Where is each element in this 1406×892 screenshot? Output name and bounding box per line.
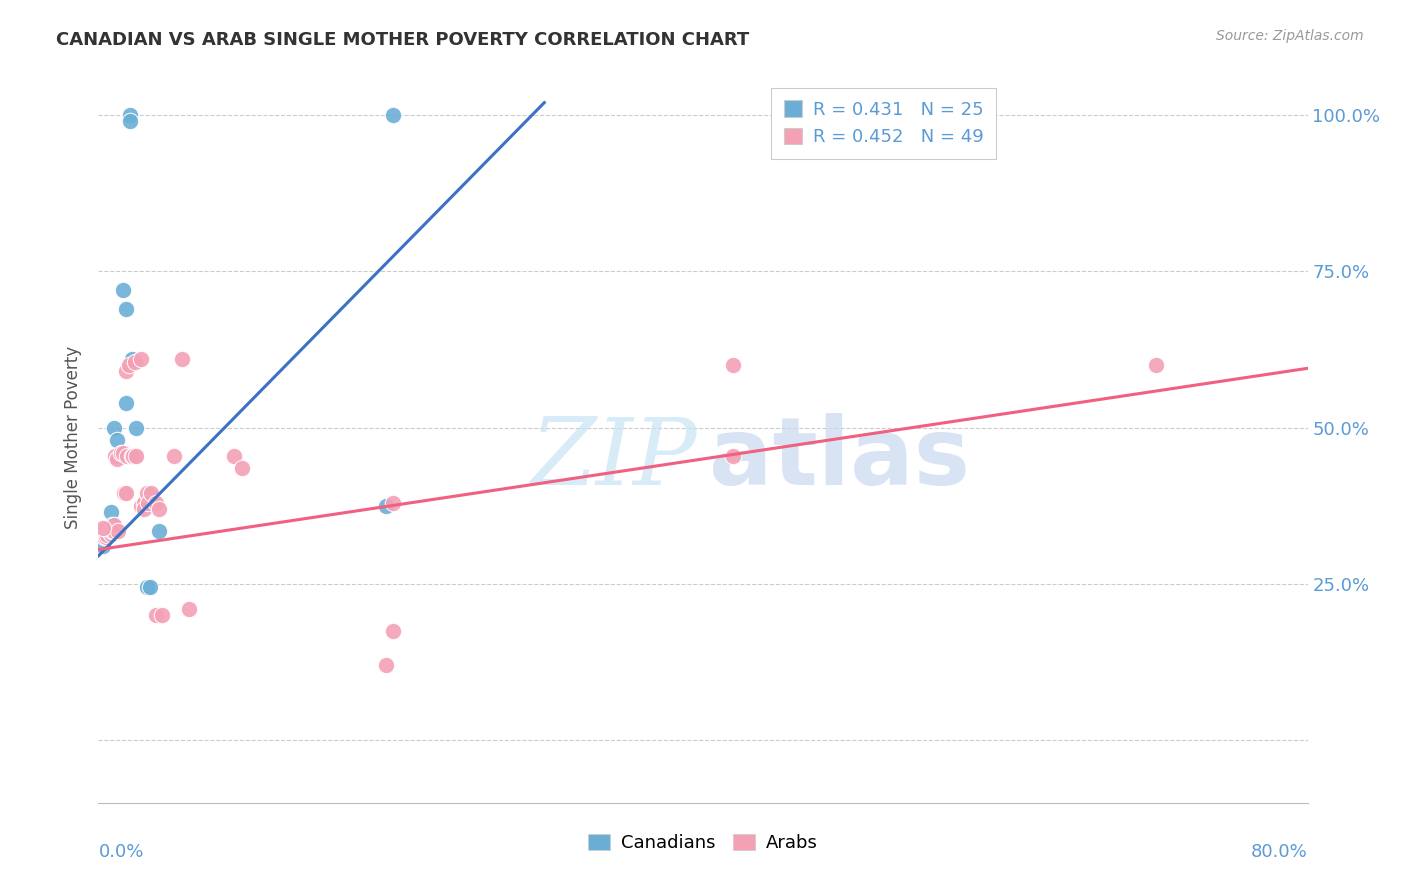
Point: [120, 108, 142, 122]
Point: [94, 522, 117, 536]
Point: [101, 517, 124, 532]
Point: [93, 530, 115, 544]
Point: [114, 486, 136, 500]
Point: [145, 608, 167, 623]
Point: [121, 449, 143, 463]
Point: [141, 490, 163, 504]
Point: [96, 522, 118, 536]
Point: [112, 486, 135, 500]
Point: [115, 449, 138, 463]
Point: [723, 358, 745, 372]
Point: [135, 486, 157, 500]
Point: [122, 449, 145, 463]
Point: [103, 420, 125, 434]
Point: [141, 486, 163, 500]
Point: [148, 524, 170, 538]
Point: [121, 449, 143, 463]
Point: [91, 521, 114, 535]
Point: [129, 499, 152, 513]
Point: [114, 364, 136, 378]
Point: [129, 351, 152, 366]
Point: [382, 496, 405, 510]
Point: [135, 580, 157, 594]
Point: [105, 452, 128, 467]
Text: CANADIAN VS ARAB SINGLE MOTHER POVERTY CORRELATION CHART: CANADIAN VS ARAB SINGLE MOTHER POVERTY C…: [56, 31, 749, 49]
Text: ZIP: ZIP: [530, 414, 697, 504]
Point: [148, 502, 170, 516]
Point: [100, 527, 122, 541]
Point: [139, 580, 162, 594]
Point: [132, 499, 155, 513]
Point: [100, 522, 122, 536]
Point: [114, 395, 136, 409]
Point: [382, 624, 405, 638]
Point: [121, 351, 143, 366]
Point: [103, 517, 125, 532]
Point: [107, 524, 129, 538]
Text: Source: ZipAtlas.com: Source: ZipAtlas.com: [1216, 29, 1364, 43]
Point: [124, 355, 146, 369]
Point: [105, 434, 128, 448]
Point: [101, 522, 124, 536]
Point: [94, 530, 117, 544]
Point: [125, 449, 148, 463]
Point: [91, 527, 114, 541]
Y-axis label: Single Mother Poverty: Single Mother Poverty: [65, 345, 83, 529]
Point: [110, 446, 132, 460]
Point: [150, 608, 173, 623]
Point: [125, 420, 148, 434]
Point: [96, 528, 118, 542]
Point: [124, 449, 146, 463]
Point: [224, 449, 246, 463]
Point: [100, 505, 122, 519]
Point: [114, 301, 136, 316]
Point: [103, 524, 125, 538]
Text: 80.0%: 80.0%: [1251, 843, 1308, 861]
Point: [101, 524, 124, 538]
Point: [374, 499, 396, 513]
Point: [170, 351, 193, 366]
Point: [136, 496, 159, 510]
Point: [103, 524, 125, 538]
Point: [374, 658, 396, 673]
Point: [179, 602, 201, 616]
Point: [111, 283, 134, 297]
Legend: Canadians, Arabs: Canadians, Arabs: [581, 827, 825, 860]
Point: [118, 358, 141, 372]
Point: [723, 449, 745, 463]
Point: [145, 496, 167, 510]
Point: [118, 449, 141, 463]
Point: [1144, 358, 1167, 372]
Point: [120, 114, 142, 128]
Text: 0.0%: 0.0%: [98, 843, 143, 861]
Point: [111, 446, 134, 460]
Point: [132, 496, 155, 510]
Text: atlas: atlas: [709, 413, 970, 505]
Point: [132, 502, 155, 516]
Point: [163, 449, 186, 463]
Point: [104, 449, 127, 463]
Point: [231, 461, 253, 475]
Point: [91, 540, 114, 554]
Point: [382, 108, 405, 122]
Point: [91, 524, 114, 538]
Point: [98, 524, 121, 538]
